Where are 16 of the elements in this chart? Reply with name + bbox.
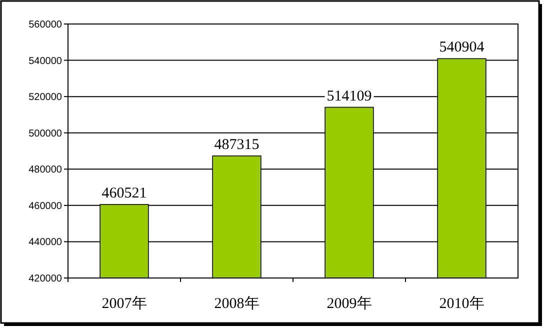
y-tick-label: 500000 xyxy=(28,128,62,140)
y-tick-label: 440000 xyxy=(28,237,62,248)
x-tick-label: 2007年 xyxy=(102,295,147,312)
data-label: 514109 xyxy=(326,88,372,104)
y-tick-label: 420000 xyxy=(28,274,62,284)
y-tick-label: 460000 xyxy=(28,200,62,212)
x-tick-label: 2009年 xyxy=(326,295,372,312)
y-tick-label: 480000 xyxy=(28,164,62,176)
x-tick-label: 2010年 xyxy=(439,295,484,312)
data-label: 487315 xyxy=(214,136,260,153)
y-tick-label: 540000 xyxy=(28,56,62,67)
y-tick-label: 520000 xyxy=(28,92,62,104)
data-label: 540904 xyxy=(439,40,485,56)
data-label: 460521 xyxy=(102,185,147,202)
y-tick-label: 560000 xyxy=(28,20,62,30)
x-tick-label: 2008年 xyxy=(214,295,260,312)
